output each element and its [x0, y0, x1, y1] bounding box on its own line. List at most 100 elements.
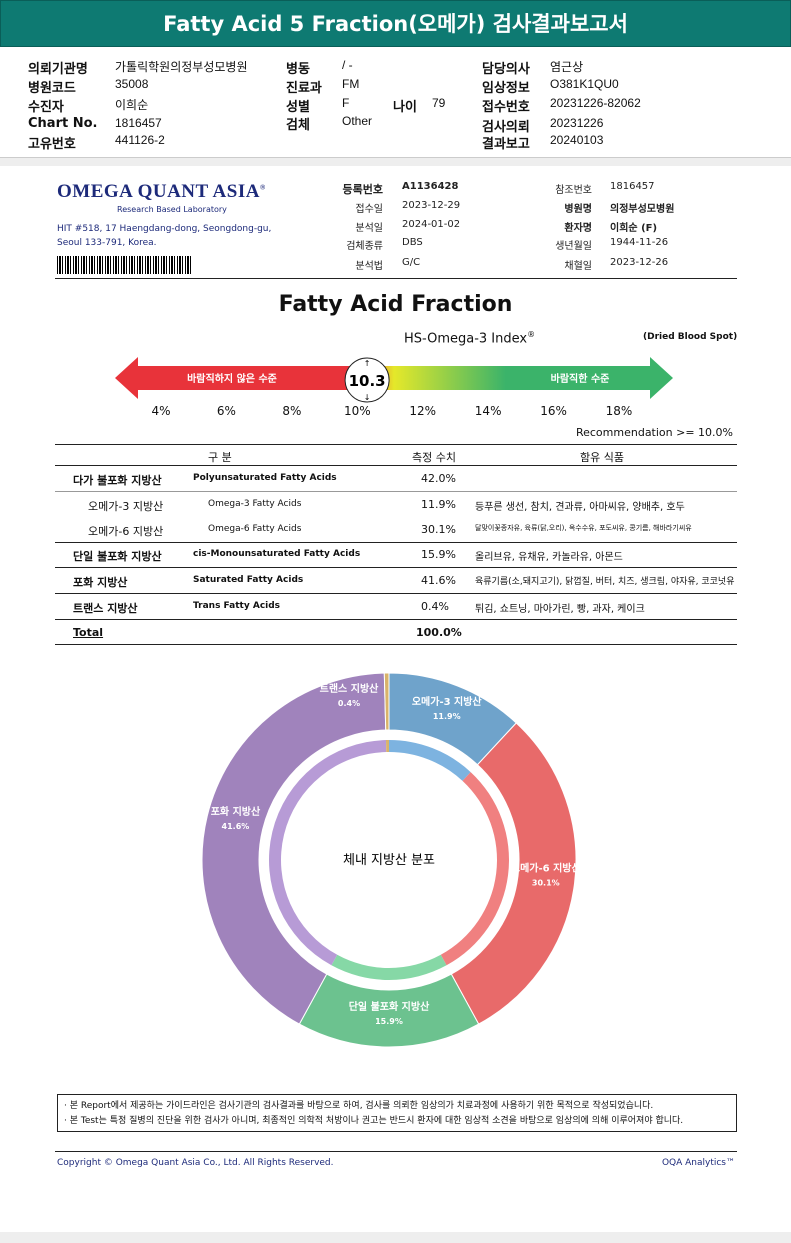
field-label: 수진자	[28, 100, 64, 115]
lab-value: 1816457	[610, 181, 655, 192]
row-foods: 육류기름(소,돼지고기), 닭껍질, 버터, 치즈, 생크림, 야자유, 코코넛…	[475, 577, 735, 587]
row-foods: 달맞이꽃종자유, 육류(닭,오리), 옥수수유, 포도씨유, 콩기름, 해바라기…	[475, 524, 692, 532]
section-title: Fatty Acid Fraction	[278, 292, 513, 317]
brand: OQA Analytics™	[661, 1158, 735, 1168]
donut-slice	[201, 672, 387, 1025]
row-divider	[55, 542, 737, 543]
field-value: 이희순	[115, 98, 149, 112]
field-label: 의뢰기관명	[28, 62, 88, 77]
lab-label: 병원명	[564, 204, 592, 215]
inner-ring-slice	[389, 740, 471, 781]
index-value: 10.3	[349, 372, 386, 390]
lab-value: 이희순 (F)	[610, 223, 658, 234]
svg-text:↓: ↓	[364, 393, 371, 402]
field-label: 진료과	[286, 81, 322, 96]
total-value: 100.0%	[416, 626, 462, 639]
index-marker: 10.3 ↑ ↓	[344, 357, 390, 403]
divider	[55, 465, 737, 466]
row-value: 11.9%	[421, 498, 456, 511]
specimen-type: (Dried Blood Spot)	[643, 332, 738, 342]
row-english-name: Omega-3 Fatty Acids	[208, 499, 302, 509]
gauge-tick-label: 14%	[474, 404, 502, 418]
row-foods: 튀김, 쇼트닝, 마아가린, 빵, 과자, 케이크	[475, 604, 645, 615]
slice-value: 11.9%	[433, 712, 461, 721]
row-category: 오메가-3 지방산	[88, 500, 164, 513]
lab-label: 환자명	[564, 223, 592, 234]
lab-label: 등록번호	[342, 183, 383, 196]
row-english-name: Omega-6 Fatty Acids	[208, 524, 302, 534]
field-value: 79	[432, 96, 446, 110]
gauge-tick-label: 4%	[151, 404, 171, 418]
index-title: HS-Omega-3 Index®	[404, 330, 536, 347]
row-english-name: Saturated Fatty Acids	[193, 575, 304, 585]
row-foods: 등푸른 생선, 참치, 견과류, 아마씨유, 양배추, 호두	[475, 502, 685, 513]
row-english-name: Trans Fatty Acids	[193, 601, 281, 611]
lab-value: 의정부성모병원	[610, 204, 675, 215]
row-english-name: Polyunsaturated Fatty Acids	[193, 473, 337, 483]
svg-text:↑: ↑	[364, 359, 371, 368]
gauge-tick-label: 16%	[540, 404, 567, 418]
field-value: 441126-2	[115, 133, 165, 147]
col-header-category: 구 분	[208, 451, 232, 464]
row-category: 단일 불포화 지방산	[73, 550, 162, 563]
lab-label: 분석일	[355, 223, 383, 234]
lab-label: 분석법	[355, 261, 383, 272]
field-value: FM	[342, 77, 360, 91]
fatty-acid-donut-chart: 오메가-3 지방산 11.9% 오메가-6 지방산 30.1% 단일 불포화 지방산 15…	[201, 672, 582, 1048]
lab-address-2: Seoul 133-791, Korea.	[57, 238, 157, 248]
field-label: 병원코드	[28, 81, 76, 96]
lab-label: 접수일	[355, 204, 383, 215]
col-header-foods: 함유 식품	[580, 451, 624, 464]
field-value: 20240103	[550, 133, 604, 147]
row-foods: 올리브유, 유채유, 카놀라유, 아몬드	[475, 552, 623, 563]
inner-ring-slice	[440, 772, 510, 966]
chart-title: 체내 지방산 분포	[343, 853, 435, 868]
total-label: Total	[73, 626, 104, 639]
lab-value: 2023-12-26	[610, 257, 669, 268]
omega3-index-gauge: 바람직하지 않은 수준 바람직한 수준 10.3 ↑ ↓	[115, 357, 673, 403]
donut-slice	[450, 722, 577, 1025]
slice-value: 41.6%	[222, 822, 250, 831]
lab-label: 생년월일	[555, 241, 592, 252]
field-value: F	[342, 96, 350, 110]
gauge-tick-label: 12%	[409, 404, 437, 418]
field-value: Other	[342, 114, 373, 128]
lab-value: 2024-01-02	[402, 219, 461, 230]
field-label: 결과보고	[482, 137, 530, 152]
field-value: 20231226	[550, 116, 604, 130]
slice-label: 오메가-6 지방산	[511, 862, 582, 875]
slice-value: 0.4%	[338, 699, 360, 708]
divider	[0, 157, 791, 166]
lab-label: 검체종류	[346, 241, 383, 252]
inner-ring-slice	[268, 740, 387, 966]
divider	[55, 1151, 737, 1152]
row-value: 30.1%	[421, 523, 456, 536]
lab-label: 참조번호	[555, 185, 592, 196]
table-top-border	[55, 444, 737, 445]
bad-level-label: 바람직하지 않은 수준	[187, 372, 277, 385]
field-label: 나이	[393, 100, 417, 115]
lab-label: 채혈일	[564, 261, 592, 272]
gauge-tick-label: 18%	[605, 404, 633, 418]
barcode	[57, 256, 193, 274]
row-category: 다가 불포화 지방산	[73, 474, 162, 487]
donut-slice	[383, 672, 390, 731]
slice-value: 15.9%	[375, 1017, 403, 1026]
field-label: 성별	[286, 100, 310, 115]
row-category: 오메가-6 지방산	[88, 525, 164, 538]
report-title: Fatty Acid 5 Fraction(오메가) 검사결과보고서	[0, 0, 791, 47]
field-label: 임상정보	[482, 81, 530, 96]
lab-address-1: HIT #518, 17 Haengdang-dong, Seongdong-g…	[57, 224, 272, 234]
table-bottom-border	[55, 644, 737, 645]
lab-value: G/C	[402, 257, 421, 268]
disclaimer-1: · 본 Report에서 제공하는 가이드라인은 검사기관의 검사결과를 바탕으…	[64, 1101, 654, 1111]
row-divider	[55, 593, 737, 594]
good-level-label: 바람직한 수준	[551, 372, 610, 385]
slice-label: 포화 지방산	[211, 805, 261, 818]
col-header-value: 측정 수치	[412, 451, 456, 464]
row-value: 15.9%	[421, 548, 456, 561]
page-bottom	[0, 1232, 791, 1243]
field-label: 접수번호	[482, 100, 530, 115]
field-value: 염근상	[550, 60, 584, 74]
field-label: Chart No.	[28, 116, 98, 131]
